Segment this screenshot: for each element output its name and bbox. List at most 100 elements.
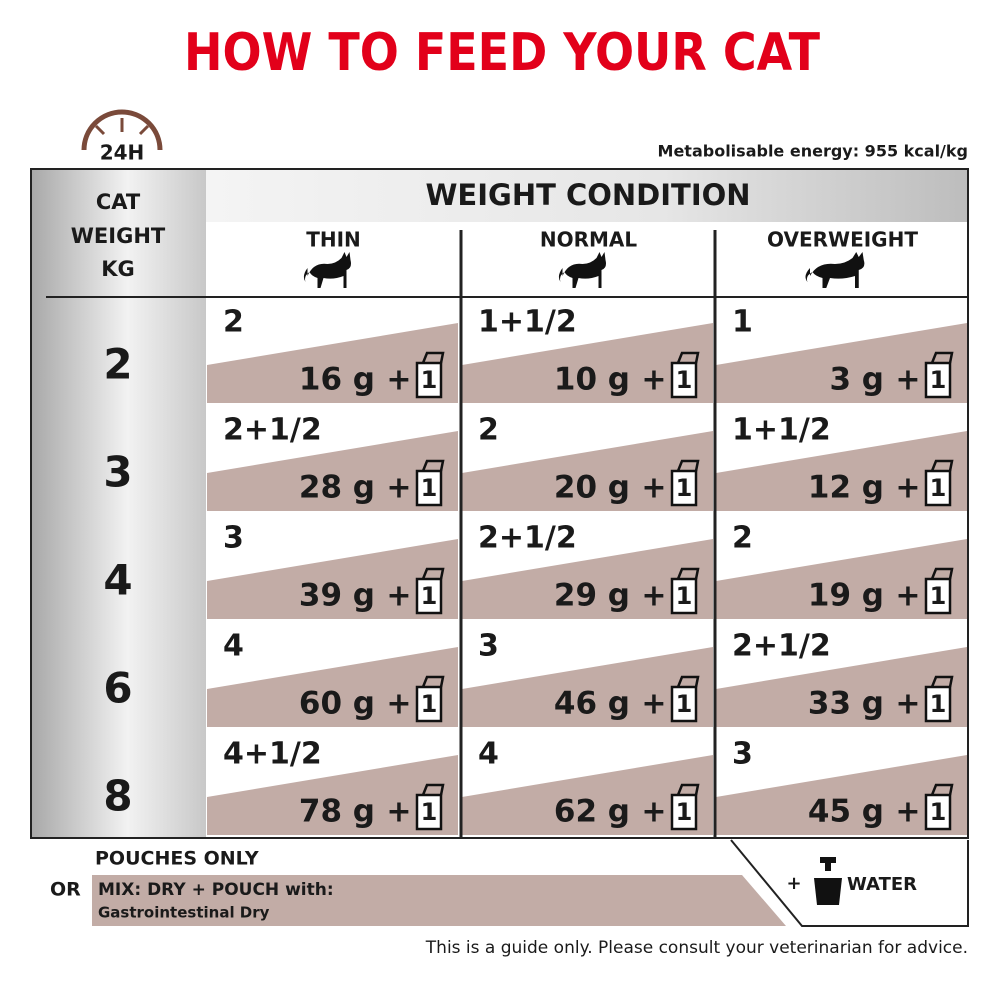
pouch-icon — [670, 577, 698, 615]
badge-label: 24H — [100, 141, 145, 165]
pouch-amount: 3 — [478, 629, 499, 664]
pouch-count: 1 — [930, 798, 947, 826]
pouch-count: 1 — [930, 366, 947, 394]
pouch-icon — [924, 793, 952, 831]
pouch-count: 1 — [930, 582, 947, 610]
pouch-icon — [924, 685, 952, 723]
dry-band — [207, 755, 458, 835]
mix-label: MIX: DRY + POUCH with: — [98, 880, 334, 900]
dry-amount: 29 g — [554, 578, 630, 614]
plus-sign: + — [641, 363, 666, 398]
pouch-top — [421, 567, 445, 580]
footer: POUCHES ONLY OR MIX: DRY + POUCH with: G… — [50, 839, 969, 958]
condition-header: WEIGHT CONDITION — [425, 178, 750, 212]
pouch-count: 1 — [676, 582, 693, 610]
pouch-icon — [670, 469, 698, 507]
pouch-count: 1 — [421, 366, 438, 394]
pouch-amount: 2+1/2 — [732, 629, 831, 664]
plus-sign: + — [641, 579, 666, 614]
energy-note: Metabolisable energy: 955 kcal/kg — [658, 142, 968, 161]
dry-band — [716, 323, 967, 403]
plus-sign: + — [386, 579, 411, 614]
pouch-top — [676, 783, 700, 796]
water-label: WATER — [847, 874, 917, 895]
pouch-count: 1 — [421, 474, 438, 502]
pouch-icon — [415, 793, 443, 831]
plus-sign: + — [386, 687, 411, 722]
pouch-count: 1 — [421, 582, 438, 610]
pouch-top — [676, 459, 700, 472]
pouch-icon — [415, 469, 443, 507]
pouch-icon — [415, 685, 443, 723]
pouch-top — [930, 675, 954, 688]
pouch-top — [930, 459, 954, 472]
dry-amount: 60 g — [299, 686, 375, 722]
pouch-amount: 4 — [223, 629, 244, 664]
pouch-icon — [924, 469, 952, 507]
dry-band — [716, 539, 967, 619]
pouch-icon — [670, 685, 698, 723]
pouch-top — [421, 783, 445, 796]
cat-icon — [303, 252, 351, 288]
weight-value: 2 — [103, 340, 132, 389]
plus-sign: + — [386, 795, 411, 830]
pouch-amount: 4+1/2 — [223, 737, 322, 772]
dry-band — [462, 431, 713, 511]
dry-band — [462, 323, 713, 403]
clock-badge: 24H — [81, 109, 163, 165]
pouch-count: 1 — [676, 474, 693, 502]
pouch-amount: 1 — [732, 305, 753, 340]
water-plus: + — [786, 873, 801, 894]
pouch-amount: 3 — [732, 737, 753, 772]
plus-sign: + — [895, 579, 920, 614]
pouch-amount: 2 — [478, 413, 499, 448]
dry-amount: 12 g — [808, 470, 884, 506]
pouch-top — [421, 351, 445, 364]
plus-sign: + — [641, 687, 666, 722]
pouch-icon — [415, 577, 443, 615]
dry-band — [716, 647, 967, 727]
dry-amount: 78 g — [299, 794, 375, 830]
pouch-count: 1 — [676, 690, 693, 718]
pouch-top — [930, 567, 954, 580]
pouch-count: 1 — [421, 690, 438, 718]
pouch-top — [421, 675, 445, 688]
condition-band — [206, 170, 967, 222]
dry-amount: 19 g — [808, 578, 884, 614]
pouch-amount: 2+1/2 — [478, 521, 577, 556]
pouch-icon — [670, 793, 698, 831]
pouch-amount: 2 — [223, 305, 244, 340]
pouch-icon — [924, 361, 952, 399]
dry-band — [716, 431, 967, 511]
pouch-amount: 1+1/2 — [478, 305, 577, 340]
pouch-count: 1 — [930, 474, 947, 502]
pouch-amount: 3 — [223, 521, 244, 556]
pouch-icon — [670, 361, 698, 399]
pouch-count: 1 — [676, 798, 693, 826]
dry-amount: 16 g — [299, 362, 375, 398]
plus-sign: + — [386, 363, 411, 398]
weight-header: WEIGHT — [71, 224, 166, 248]
pouch-top — [421, 459, 445, 472]
dry-band — [207, 647, 458, 727]
weight-header: CAT — [96, 190, 141, 214]
dry-amount: 3 g — [829, 362, 884, 398]
weight-value: 6 — [103, 664, 132, 713]
weight-value: 8 — [103, 772, 132, 821]
dry-band — [207, 539, 458, 619]
weight-value: 3 — [103, 448, 132, 497]
pouch-count: 1 — [421, 798, 438, 826]
water-icon — [814, 857, 842, 905]
cat-icon — [805, 252, 865, 288]
plus-sign: + — [386, 471, 411, 506]
pouch-top — [676, 567, 700, 580]
dry-amount: 46 g — [554, 686, 630, 722]
pouches-only: POUCHES ONLY — [95, 848, 259, 870]
weight-header: KG — [101, 257, 135, 281]
dry-band — [207, 431, 458, 511]
weight-value: 4 — [103, 556, 132, 605]
dry-amount: 33 g — [808, 686, 884, 722]
pouch-count: 1 — [930, 690, 947, 718]
